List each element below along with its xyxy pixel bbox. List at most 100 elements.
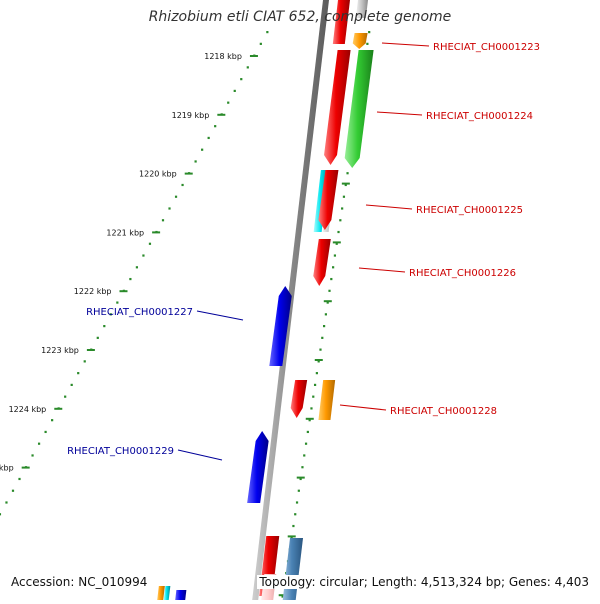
gene-leader-line <box>339 404 387 411</box>
tick-labels: 1218 kbp 1219 kbp 1220 kbp 1221 kbp 1222 kbp… <box>0 52 242 473</box>
gene-label[interactable]: RHECIAT_CH0001224 <box>426 111 533 122</box>
minor-tick-right <box>281 595 284 598</box>
minor-tick-left <box>227 101 230 104</box>
gene-arrow <box>344 50 374 168</box>
minor-tick-right <box>337 230 340 234</box>
minor-tick-left <box>181 183 184 187</box>
minor-tick-left <box>240 78 243 81</box>
feature-block <box>332 0 350 44</box>
feature-block <box>355 0 368 18</box>
minor-tick-right <box>315 372 318 375</box>
minor-tick-right <box>321 336 324 339</box>
minor-tick-right <box>303 454 306 457</box>
minor-tick-right <box>313 383 317 386</box>
minor-tick-left <box>201 148 204 151</box>
genome-title: Rhizobium etli CIAT 652, complete genome <box>148 9 452 25</box>
gene-arrow <box>269 286 292 366</box>
minor-tick-right <box>312 395 315 398</box>
gene-label[interactable]: RHECIAT_CH0001226 <box>409 268 516 279</box>
minor-tick-left <box>129 277 132 281</box>
minor-tick-left <box>44 430 47 434</box>
feature-block <box>318 380 336 420</box>
minor-tick-right <box>333 254 337 257</box>
minor-tick-left <box>77 372 80 375</box>
minor-tick-right <box>299 477 302 481</box>
gene-label[interactable]: RHECIAT_CH0001227 <box>86 307 193 318</box>
minor-tick-right <box>297 489 300 492</box>
minor-tick-left <box>135 266 139 269</box>
tick-label: 1225 kbp <box>0 464 14 473</box>
minor-tick-right <box>319 348 322 351</box>
tick-label: 1221 kbp <box>106 228 144 237</box>
gene-label[interactable]: RHECIAT_CH0001223 <box>433 42 540 53</box>
minor-tick-right <box>346 172 349 175</box>
tick-track-left <box>0 31 269 516</box>
minor-tick-left <box>0 513 2 516</box>
tick-label: 1219 kbp <box>172 111 210 120</box>
minor-tick-right <box>290 536 293 539</box>
minor-tick-right <box>368 31 371 34</box>
minor-tick-right <box>330 277 333 281</box>
minor-tick-right <box>308 419 311 422</box>
minor-tick-left <box>37 442 41 445</box>
gene-leader-line <box>358 267 406 273</box>
feature-block <box>175 590 187 600</box>
minor-tick-left <box>246 66 249 69</box>
minor-tick-left <box>31 454 34 457</box>
gene-arrow <box>352 33 368 49</box>
minor-tick-right <box>306 430 309 434</box>
minor-tick-right <box>332 266 335 269</box>
minor-tick-left <box>83 360 86 363</box>
gene-arrow <box>318 170 339 230</box>
minor-tick-right <box>341 207 344 210</box>
minor-tick-left <box>116 301 119 304</box>
minor-tick-left <box>109 313 112 316</box>
minor-tick-left <box>148 242 152 245</box>
minor-tick-right <box>322 325 326 328</box>
minor-tick-left <box>266 31 269 34</box>
tick-label: 1222 kbp <box>74 287 112 296</box>
gene-arrow <box>247 431 269 503</box>
tick-label: 1224 kbp <box>9 405 47 414</box>
minor-tick-right <box>294 513 297 516</box>
gene-label[interactable]: RHECIAT_CH0001228 <box>390 406 497 417</box>
minor-tick-right <box>326 301 329 304</box>
minor-tick-right <box>310 407 313 410</box>
minor-tick-left <box>214 125 217 128</box>
minor-tick-left <box>207 136 210 140</box>
gene-labels: RHECIAT_CH0001223 RHECIAT_CH0001224 RHECIA… <box>67 42 540 457</box>
feature-block <box>163 586 171 600</box>
accession-text: Accession: NC_010994 <box>9 575 150 589</box>
tick-label: 1218 kbp <box>204 52 242 61</box>
gene-leader-line <box>376 111 423 116</box>
minor-tick-right <box>295 501 299 504</box>
minor-tick-right <box>339 219 342 222</box>
gene-leader-line <box>196 310 244 321</box>
gene-arrow <box>290 380 308 418</box>
feature-block <box>157 586 165 600</box>
minor-tick-right <box>342 195 346 198</box>
gene-label[interactable]: RHECIAT_CH0001229 <box>67 446 174 457</box>
minor-tick-left <box>64 395 67 398</box>
minor-tick-right <box>344 183 347 187</box>
minor-tick-left <box>233 89 236 92</box>
minor-tick-right <box>324 313 327 316</box>
minor-tick-left <box>259 42 262 45</box>
leader-lines <box>177 42 430 461</box>
minor-tick-left <box>96 336 99 339</box>
tick-label: 1220 kbp <box>139 170 177 179</box>
feature-block <box>282 538 304 600</box>
minor-tick-left <box>194 160 197 163</box>
minor-tick-left <box>51 419 54 422</box>
gene-label[interactable]: RHECIAT_CH0001225 <box>416 205 523 216</box>
minor-tick-right <box>301 466 304 469</box>
minor-tick-left <box>18 477 21 481</box>
gene-leader-line <box>177 449 223 461</box>
minor-tick-left <box>168 207 171 210</box>
minor-tick-left <box>103 325 106 328</box>
minor-tick-right <box>317 360 320 363</box>
gene-leader-line <box>381 42 430 47</box>
minor-tick-left <box>161 219 165 222</box>
